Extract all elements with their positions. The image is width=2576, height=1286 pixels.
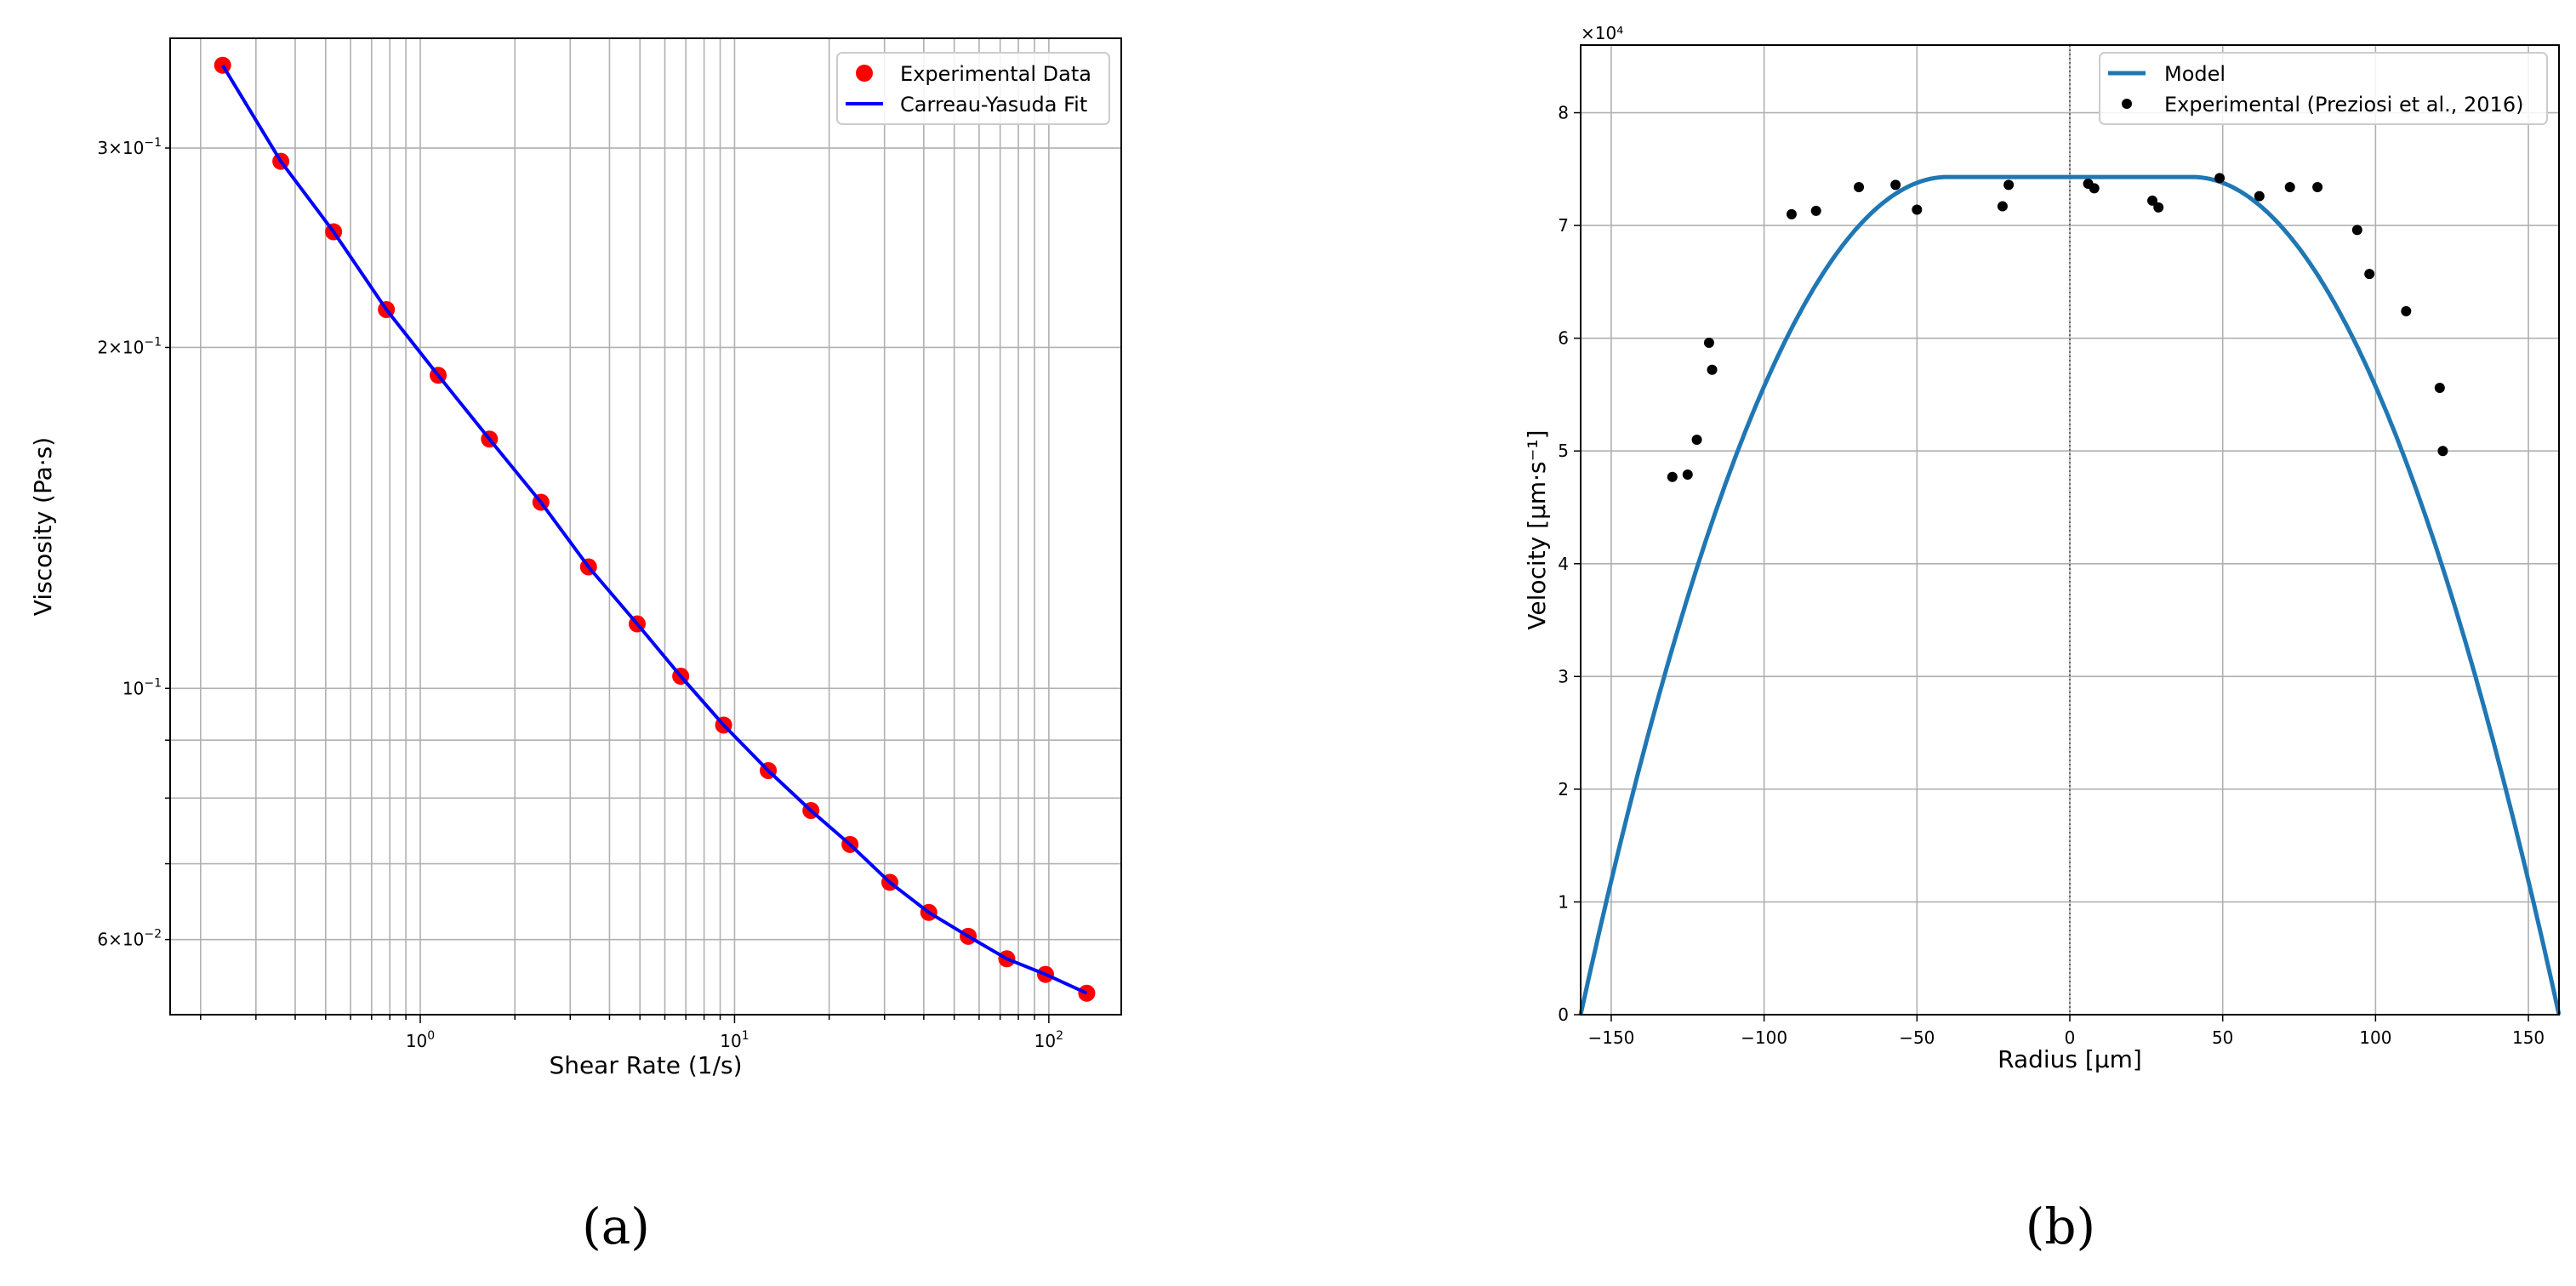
panel-b-marks bbox=[1578, 173, 2562, 1016]
panel-b-y-tick-label: 7 bbox=[1558, 215, 1569, 236]
panel-a: 100 101 102 3×10−1 2×10−1 10−1 6×10−2 Shear Ra… bbox=[29, 37, 1122, 1255]
panel-b-data-point bbox=[2003, 179, 2015, 191]
panel-b-data-point bbox=[1667, 471, 1678, 482]
panel-b-data-point bbox=[1997, 201, 2008, 212]
panel-b-x-tick-label: −150 bbox=[1587, 1027, 1634, 1048]
panel-a-data-point bbox=[214, 56, 231, 74]
panel-b-legend-label-model: Model bbox=[2164, 62, 2226, 86]
panel-a-axes-frame bbox=[169, 37, 1122, 1016]
panel-a-x-axis-label: Shear Rate (1/s) bbox=[549, 1051, 742, 1079]
panel-b-ticks: −150 −100 −50 0 50 100 150 0 1 2 3 4 5 6 7 8 bbox=[1558, 103, 2545, 1048]
panel-b-caption: (b) bbox=[2026, 1198, 2095, 1255]
panel-b-data-point bbox=[2089, 183, 2100, 194]
panel-b-data-point bbox=[1703, 337, 1714, 348]
panel-b-data-point bbox=[2401, 305, 2412, 316]
panel-b-x-tick-label: −50 bbox=[1899, 1027, 1935, 1048]
panel-b-y-axis-label: Velocity [μm·s⁻¹] bbox=[1523, 430, 1551, 629]
panel-a-y-tick-label: 6×10−2 bbox=[97, 928, 162, 950]
panel-a-x-tick-label: 100 bbox=[406, 1029, 435, 1051]
panel-b-data-point bbox=[2284, 182, 2295, 193]
panel-a-marks bbox=[214, 56, 1096, 1002]
panel-a-caption: (a) bbox=[582, 1198, 650, 1255]
panel-b-y-tick-label: 0 bbox=[1558, 1004, 1569, 1025]
panel-b: −150 −100 −50 0 50 100 150 0 1 2 3 4 5 6 7 8 ×10⁴ Radiu… bbox=[1523, 23, 2562, 1255]
panel-b-data-point bbox=[2312, 182, 2323, 193]
panel-a-legend-label-experimental: Experimental Data bbox=[900, 62, 1091, 86]
panel-a-grid bbox=[170, 38, 1121, 1015]
panel-b-data-point bbox=[2214, 173, 2226, 184]
panel-b-data-point bbox=[2147, 195, 2158, 206]
panel-b-legend-box bbox=[2099, 52, 2548, 125]
panel-b-x-tick-label: 100 bbox=[2359, 1027, 2391, 1048]
panel-b-y-tick-label: 4 bbox=[1558, 554, 1569, 574]
panel-b-legend-symbol-experimental bbox=[2122, 99, 2132, 109]
panel-a-y-tick-label: 3×10−1 bbox=[97, 136, 162, 158]
panel-b-data-point bbox=[1682, 469, 1693, 481]
panel-b-x-tick-label: −100 bbox=[1741, 1027, 1787, 1048]
panel-b-data-point bbox=[1810, 205, 1821, 216]
panel-a-legend-label-fit: Carreau-Yasuda Fit bbox=[900, 93, 1087, 117]
panel-b-data-point bbox=[2364, 269, 2375, 280]
panel-b-data-point bbox=[1912, 204, 1923, 215]
panel-b-x-tick-label: 50 bbox=[2212, 1027, 2233, 1048]
panel-b-data-point bbox=[2254, 191, 2265, 202]
panel-b-x-tick-label: 150 bbox=[2512, 1027, 2545, 1048]
panel-b-data-point bbox=[2153, 202, 2164, 213]
panel-b-y-tick-label: 2 bbox=[1558, 779, 1569, 799]
panel-a-x-tick-label: 101 bbox=[720, 1029, 749, 1051]
panel-b-y-tick-label: 6 bbox=[1558, 328, 1569, 349]
panel-a-fit-line bbox=[220, 64, 1088, 995]
panel-b-data-point bbox=[1691, 434, 1702, 445]
panel-b-y-tick-label: 5 bbox=[1558, 441, 1569, 461]
panel-a-data-point bbox=[1078, 984, 1096, 1002]
panel-a-x-tick-label: 102 bbox=[1034, 1029, 1063, 1051]
panel-b-data-point bbox=[1786, 208, 1797, 219]
panel-b-data-point bbox=[2434, 382, 2445, 393]
panel-b-legend-label-experimental: Experimental (Preziosi et al., 2016) bbox=[2164, 93, 2523, 117]
panel-a-ticks: 100 101 102 3×10−1 2×10−1 10−1 6×10−2 bbox=[97, 136, 1063, 1051]
panel-a-y-tick-label: 10−1 bbox=[123, 676, 162, 698]
panel-b-data-point bbox=[1890, 179, 1901, 191]
panel-b-data-point bbox=[2351, 225, 2362, 236]
panel-b-data-point bbox=[2437, 446, 2448, 457]
panel-a-legend-symbol-experimental bbox=[856, 65, 873, 82]
panel-b-legend: Model Experimental (Preziosi et al., 201… bbox=[2099, 52, 2548, 125]
panel-a-legend-box bbox=[836, 52, 1110, 125]
panel-b-y-tick-label: 1 bbox=[1558, 891, 1569, 912]
panel-b-y-tick-label: 3 bbox=[1558, 666, 1569, 686]
panel-a-y-axis-label: Viscosity (Pa·s) bbox=[29, 437, 57, 616]
panel-b-y-tick-label: 8 bbox=[1558, 103, 1569, 123]
panel-b-x-tick-label: 0 bbox=[2065, 1027, 2076, 1048]
panel-a-legend: Experimental Data Carreau-Yasuda Fit bbox=[836, 52, 1110, 125]
panel-b-data-point bbox=[1707, 364, 1718, 375]
panel-b-x-axis-label: Radius [μm] bbox=[1998, 1045, 2142, 1073]
panel-b-model-line bbox=[1578, 174, 2562, 1016]
panel-b-y-offset-label: ×10⁴ bbox=[1581, 23, 1623, 43]
panel-a-y-tick-label: 2×10−1 bbox=[97, 335, 162, 357]
panel-b-data-point bbox=[1854, 182, 1865, 193]
panel-b-grid bbox=[1581, 45, 2559, 1016]
